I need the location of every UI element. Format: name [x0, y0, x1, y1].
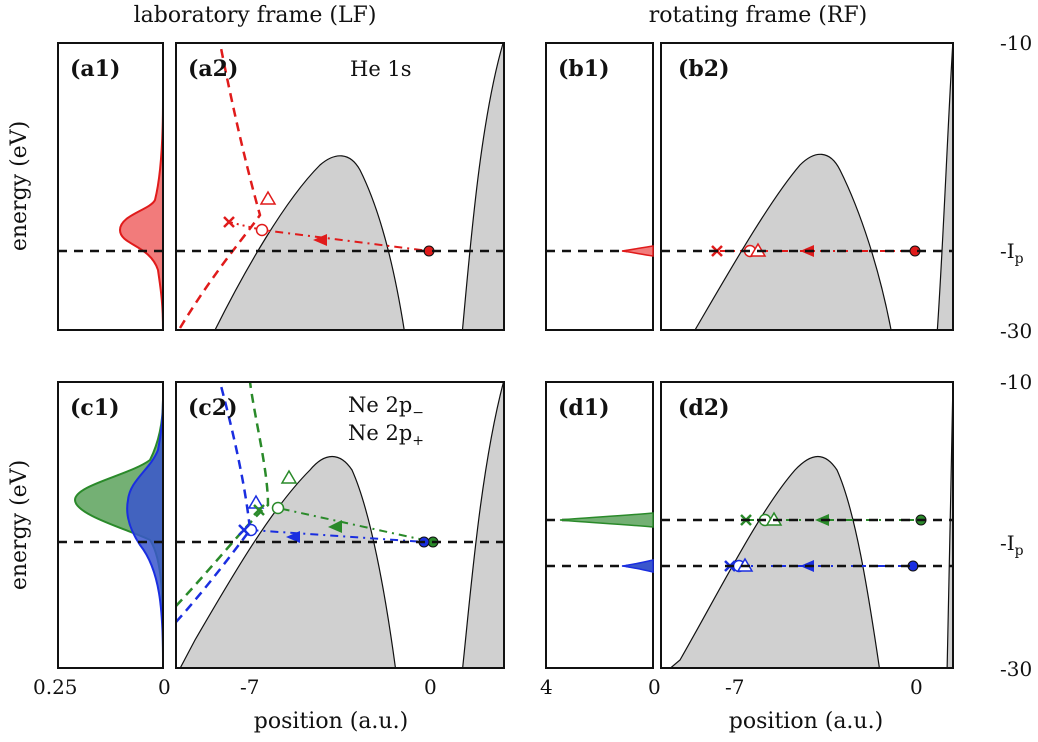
ytick-top-row1: -10 — [1000, 31, 1032, 55]
x-marker-ne-plus-c2 — [238, 524, 250, 536]
axes-frame-c1 — [57, 381, 164, 669]
ytick-top-row2: -10 — [1000, 370, 1032, 394]
ne-plus-asymptote — [176, 382, 252, 623]
arrow-marker-ne-minus-c2 — [328, 520, 342, 533]
axes-frame-b1 — [545, 42, 654, 331]
arrow-marker-ne-plus-c2 — [286, 531, 300, 543]
ylabel-bottom: energy (eV) — [7, 460, 32, 590]
panel-tag-b1: (b1) — [558, 56, 610, 82]
axes-frame-a1 — [57, 42, 164, 331]
he-distribution-area — [118, 43, 164, 331]
ytick-bottom-row1: -30 — [1000, 319, 1032, 343]
circle-marker-ne-minus-c2 — [271, 501, 285, 515]
ytick-bottom-row2: -30 — [1000, 657, 1032, 681]
panel-c1: (c1) — [57, 381, 164, 669]
circle-marker-a2 — [255, 223, 269, 237]
panel-tag-a2: (a2) — [188, 56, 238, 82]
lf-header: laboratory frame (LF) — [134, 3, 377, 28]
barrier-right-b2 — [936, 43, 953, 330]
xtick-pos-lf-1: 0 — [424, 675, 437, 699]
xlabel-rf: position (a.u.) — [729, 709, 883, 734]
barrier-left-b2 — [692, 153, 892, 330]
x-marker-a2 — [223, 216, 235, 228]
xtick-dist-rf-1: 0 — [648, 675, 661, 699]
triangle-marker-a2 — [259, 190, 277, 205]
xlabel-lf: position (a.u.) — [254, 709, 408, 734]
xtick-dist-lf-0: 0.25 — [33, 675, 78, 699]
he-trajectory-a2 — [261, 229, 430, 252]
ytick-ip-row2: -Ip — [1000, 531, 1024, 559]
ne-plus-distribution-d1 — [621, 559, 654, 573]
xtick-pos-rf-1: 0 — [910, 675, 923, 699]
xtick-pos-rf-0: -7 — [725, 675, 744, 699]
panel-d2: (d2) — [660, 381, 954, 669]
panel-b1: (b1) — [545, 42, 654, 331]
panel-b2: (b2) — [660, 42, 954, 331]
ytick-ip-row1: -Ip — [1000, 239, 1024, 267]
panel-c2: (c2) Ne 2p− Ne 2p+ — [175, 381, 505, 669]
barrier-right-c2 — [462, 382, 504, 668]
panel-tag-c1: (c1) — [70, 395, 120, 421]
panel-tag-d1: (d1) — [558, 395, 610, 421]
xtick-dist-rf-0: 4 — [540, 675, 553, 699]
xtick-dist-lf-1: 0 — [158, 675, 171, 699]
ne-plus-trajectory-c2 — [249, 529, 426, 543]
he-distribution-b1 — [621, 245, 654, 257]
legend-ne-plus: Ne 2p+ — [348, 421, 424, 449]
barrier-left-d2 — [669, 455, 881, 668]
ne-minus-trajectory-c2 — [277, 507, 434, 543]
axes-frame-a2 — [175, 42, 505, 331]
panel-tag-c2: (c2) — [188, 395, 238, 421]
panel-a1: (a1) — [57, 42, 164, 331]
legend-he: He 1s — [350, 57, 412, 81]
panel-a2: (a2) He 1s — [175, 42, 505, 331]
triangle-marker-ne-minus-c2 — [280, 469, 298, 484]
ylabel-top: energy (eV) — [7, 121, 32, 251]
panel-tag-a1: (a1) — [70, 56, 120, 82]
ne-minus-distribution-d1 — [559, 512, 654, 528]
arrow-marker-a2 — [313, 234, 327, 246]
he-asymptote — [178, 43, 262, 329]
rf-header: rotating frame (RF) — [649, 3, 868, 28]
axes-frame-c2 — [175, 381, 505, 669]
axes-frame-b2 — [660, 42, 954, 331]
barrier-right-a2 — [461, 43, 504, 330]
barrier-left-c2 — [179, 455, 397, 668]
axes-frame-d2 — [660, 381, 954, 669]
x-marker-ne-minus-c2 — [253, 504, 265, 516]
ne-plus-distribution-area — [126, 399, 164, 661]
xtick-pos-lf-0: -7 — [240, 675, 259, 699]
panel-d1: (d1) — [545, 381, 654, 669]
barrier-left-a2 — [212, 155, 405, 330]
panel-tag-b2: (b2) — [678, 56, 730, 82]
ne-minus-asymptote — [176, 382, 270, 607]
legend-ne-minus: Ne 2p− — [348, 393, 424, 421]
panel-tag-d2: (d2) — [678, 395, 730, 421]
